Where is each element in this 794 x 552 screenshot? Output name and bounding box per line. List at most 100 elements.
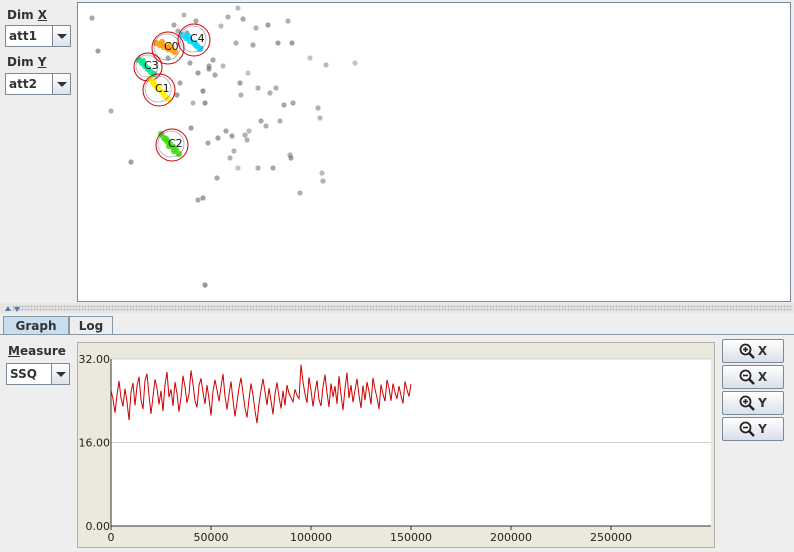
chevron-down-icon[interactable] — [52, 26, 70, 46]
y-tick-label: 16.00 — [79, 437, 111, 450]
data-point — [235, 5, 241, 11]
divider-grip[interactable] — [12, 305, 792, 311]
data-point — [200, 195, 206, 201]
cluster-radius-circle — [151, 31, 185, 65]
data-point — [206, 63, 212, 69]
data-point — [214, 175, 220, 181]
data-point — [285, 18, 291, 24]
data-point — [307, 55, 313, 61]
data-point — [281, 102, 287, 108]
data-point — [263, 123, 269, 129]
measure-value: SSQ — [10, 367, 37, 381]
data-point — [171, 22, 177, 28]
x-tick-label: 50000 — [194, 531, 229, 544]
cluster-point — [150, 80, 158, 88]
zoom-in-icon — [739, 343, 755, 359]
data-point — [175, 28, 181, 34]
data-point — [187, 60, 193, 66]
data-point — [165, 55, 171, 61]
data-point — [290, 100, 296, 106]
dim-y-value: att2 — [9, 77, 37, 91]
data-point — [231, 148, 237, 154]
scatter-plot-panel[interactable]: C0 C4 C3 C1 C2 — [77, 2, 791, 302]
data-point — [188, 125, 194, 131]
x-tick-label: 200000 — [490, 531, 532, 544]
x-tick-label: 100000 — [290, 531, 332, 544]
data-point — [317, 115, 323, 121]
data-point — [289, 40, 295, 46]
chevron-down-icon[interactable] — [52, 74, 70, 94]
zoom-out-icon — [739, 421, 755, 437]
cluster-radius-circle — [142, 73, 176, 107]
data-point — [108, 108, 114, 114]
data-point — [202, 282, 208, 288]
data-point — [195, 70, 201, 76]
data-point — [250, 42, 256, 48]
data-point — [181, 12, 187, 18]
zoom-in-icon — [739, 395, 755, 411]
tab-graph[interactable]: Graph — [3, 316, 69, 335]
data-point — [258, 118, 264, 124]
data-point — [212, 72, 218, 78]
cluster-point — [164, 95, 172, 103]
data-point — [315, 105, 321, 111]
x-tick-label: 150000 — [390, 531, 432, 544]
data-point — [190, 100, 196, 106]
chevron-down-icon[interactable] — [51, 364, 69, 384]
cluster-label: C3 — [144, 59, 159, 72]
data-point — [275, 40, 281, 46]
data-point — [246, 128, 252, 134]
cluster-c4: C4 — [177, 23, 211, 57]
cluster-inner-circle — [157, 130, 185, 158]
data-point — [288, 155, 294, 161]
data-point — [218, 23, 224, 29]
scatter-plot: C0 C4 C3 C1 C2 — [89, 5, 358, 288]
cluster-label: C0 — [164, 40, 179, 53]
dim-x-label: Dim X — [7, 8, 48, 22]
zoom-out-y-button[interactable]: Y — [722, 417, 784, 441]
tab-log[interactable]: Log — [69, 316, 113, 335]
data-point — [273, 85, 279, 91]
cluster-point — [196, 45, 204, 53]
zoom-out-x-button[interactable]: X — [722, 365, 784, 389]
data-point — [320, 178, 326, 184]
dim-y-select[interactable]: att2 — [5, 73, 71, 95]
cluster-label: C1 — [155, 82, 170, 95]
measure-chart-panel: 0.00 16.00 32.00 0 50000 100000 150000 200000 25… — [77, 342, 715, 548]
measure-select[interactable]: SSQ — [6, 363, 70, 385]
data-point — [319, 170, 325, 176]
collapse-arrows-icon[interactable] — [2, 305, 22, 313]
cluster-point — [171, 48, 179, 56]
cluster-point — [165, 142, 173, 150]
measure-label: Measure — [8, 344, 66, 358]
x-tick-label: 250000 — [590, 531, 632, 544]
data-point — [352, 60, 358, 66]
data-point — [242, 132, 248, 138]
cluster-label: C4 — [190, 32, 205, 45]
dim-x-select[interactable]: att1 — [5, 25, 71, 47]
zoom-in-x-button[interactable]: X — [722, 339, 784, 363]
data-point — [215, 135, 221, 141]
data-point — [235, 165, 241, 171]
data-point — [255, 85, 261, 91]
data-point — [229, 133, 235, 139]
data-point — [270, 165, 276, 171]
cluster-point — [184, 32, 192, 40]
zoom-axis-label: Y — [758, 396, 767, 410]
y-tick-label: 0.00 — [86, 520, 111, 533]
zoom-axis-label: Y — [758, 422, 767, 436]
zoom-out-icon — [739, 369, 755, 385]
data-point — [233, 40, 239, 46]
cluster-inner-circle — [144, 75, 172, 103]
cluster-point — [175, 150, 183, 158]
data-point — [95, 48, 101, 54]
data-point — [89, 15, 95, 21]
data-point — [267, 90, 273, 96]
ssq-series-line — [110, 364, 412, 424]
data-point — [205, 140, 211, 146]
zoom-axis-label: X — [757, 344, 768, 358]
zoom-in-y-button[interactable]: Y — [722, 391, 784, 415]
cluster-point — [162, 135, 170, 143]
data-point — [297, 190, 303, 196]
cluster-point — [192, 41, 200, 49]
